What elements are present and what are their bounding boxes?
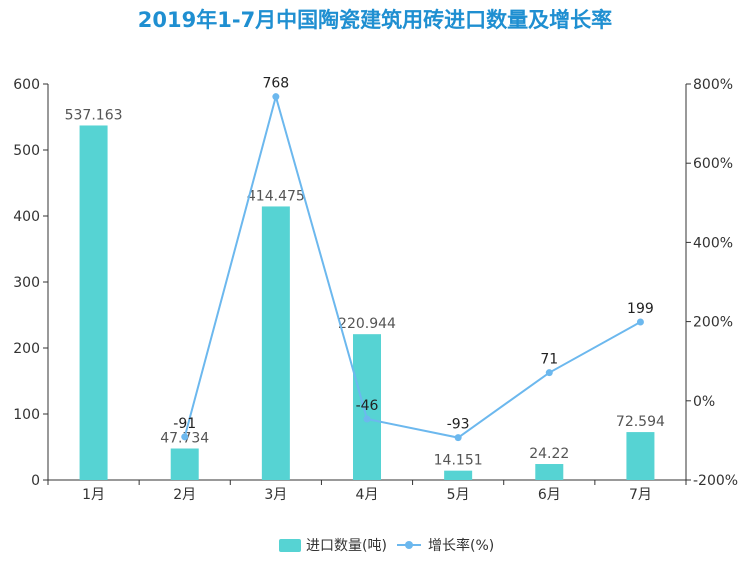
legend-bar-swatch <box>279 539 301 552</box>
bar-data-label: 14.151 <box>434 453 483 469</box>
bar <box>170 448 199 480</box>
y-right-tick-label: 800% <box>693 77 733 93</box>
growth-rate-label: 71 <box>540 352 558 368</box>
y-left-tick-label: 100 <box>13 407 40 423</box>
x-tick-label: 1月 <box>82 487 105 503</box>
growth-rate-point <box>363 415 371 423</box>
x-tick-label: 5月 <box>447 487 470 503</box>
growth-rate-label: 768 <box>262 76 289 92</box>
bar <box>353 334 381 480</box>
y-left-tick-label: 300 <box>13 275 40 291</box>
bar-data-label: 220.944 <box>338 316 396 332</box>
growth-rate-point <box>181 433 189 441</box>
legend-line-label: 增长率(%) <box>428 537 494 554</box>
y-left-tick-label: 500 <box>13 143 40 159</box>
bar <box>444 470 473 480</box>
bar <box>261 206 290 480</box>
growth-rate-label: -93 <box>447 417 470 433</box>
legend-bar-label: 进口数量(吨) <box>306 538 387 554</box>
growth-rate-label: 199 <box>627 301 654 317</box>
y-left-tick-label: 600 <box>13 77 40 93</box>
legend-line-marker <box>405 541 413 549</box>
x-tick-label: 7月 <box>629 487 652 503</box>
y-right-tick-label: 600% <box>693 156 733 172</box>
bar <box>535 464 564 480</box>
line-series: -91 768 -46 -93 71 199 <box>173 76 654 442</box>
growth-rate-point <box>545 369 553 377</box>
growth-rate-point <box>272 93 280 101</box>
growth-rate-line <box>183 92 641 439</box>
x-tick-label: 3月 <box>264 487 287 503</box>
y-right-tick-label: -200% <box>693 473 738 489</box>
x-tick-label: 4月 <box>356 487 379 503</box>
y-left-tick-label: 200 <box>13 341 40 357</box>
y-right-tick-label: 0% <box>693 394 715 410</box>
legend: 进口数量(吨) 增长率(%) <box>279 537 494 554</box>
growth-rate-label: -46 <box>356 398 379 414</box>
bar-data-label: 414.475 <box>247 188 305 204</box>
x-tick-label: 2月 <box>173 487 196 503</box>
y-left-tick-label: 400 <box>13 209 40 225</box>
growth-rate-point <box>636 318 644 326</box>
bar-data-label: 72.594 <box>616 414 665 430</box>
y-right-tick-label: 200% <box>693 315 733 331</box>
growth-rate-point <box>454 434 462 442</box>
bar <box>79 125 108 481</box>
bar-series: 537.16347.734414.475220.94414.15124.2272… <box>65 107 665 481</box>
axes: 0 100 200 300 400 500 600 -200% 0% 200% 400% 600% 80… <box>13 77 738 503</box>
x-tick-label: 6月 <box>538 487 561 503</box>
bar <box>626 432 655 480</box>
y-left-tick-label: 0 <box>31 473 40 489</box>
growth-rate-label: -91 <box>173 416 196 432</box>
y-right-tick-label: 400% <box>693 235 733 251</box>
bar-data-label: 24.22 <box>529 446 569 462</box>
chart-title: 2019年1-7月中国陶瓷建筑用砖进口数量及增长率 <box>138 8 612 32</box>
bar-data-label: 537.163 <box>65 107 123 123</box>
